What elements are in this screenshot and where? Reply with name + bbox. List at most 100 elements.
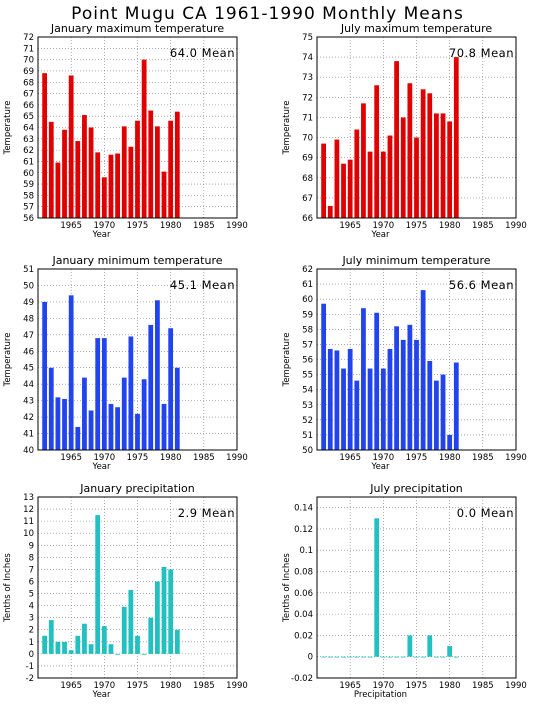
- bar: [121, 606, 127, 654]
- y-tick-label: 69: [23, 67, 34, 77]
- bar: [75, 426, 81, 450]
- bar: [361, 308, 366, 450]
- bar: [121, 126, 127, 218]
- bar: [161, 403, 167, 450]
- chart-title: January precipitation: [79, 482, 195, 495]
- bar: [434, 380, 439, 450]
- bar: [62, 641, 67, 654]
- y-tick-label: 47: [23, 331, 34, 341]
- bar: [427, 635, 433, 657]
- bar: [128, 146, 134, 218]
- y-tick-label: 11: [23, 517, 34, 527]
- y-tick-label: 8: [29, 553, 34, 563]
- bar: [155, 126, 160, 218]
- bar: [155, 581, 160, 654]
- mean-label: 45.1 Mean: [170, 278, 235, 292]
- y-tick-label: 67: [302, 194, 313, 204]
- bar: [168, 120, 174, 218]
- bar: [62, 398, 67, 450]
- y-axis-label: Temperature: [282, 101, 292, 156]
- bar: [68, 75, 74, 219]
- y-tick-label: 52: [302, 416, 313, 426]
- bar: [95, 338, 101, 450]
- bar: [367, 656, 373, 658]
- x-tick-label: 1965: [60, 681, 82, 691]
- bar: [135, 635, 140, 654]
- x-tick-label: 1980: [439, 681, 461, 691]
- y-tick-label: 69: [302, 154, 313, 164]
- x-tick-label: 1970: [94, 681, 116, 691]
- x-axis-label: Year: [371, 230, 391, 240]
- bar: [334, 139, 340, 218]
- x-tick-label: 1985: [472, 453, 494, 463]
- bar: [88, 644, 94, 654]
- bar: [108, 644, 114, 654]
- bar: [135, 120, 140, 218]
- y-tick-label: -0.02: [291, 674, 313, 684]
- y-axis-label: Temperature: [3, 101, 13, 156]
- bar: [334, 350, 340, 450]
- bar: [380, 368, 386, 450]
- x-tick-label: 1965: [339, 681, 361, 691]
- bar: [141, 653, 147, 655]
- bar: [108, 403, 114, 450]
- bar: [135, 413, 140, 450]
- plot-frame: [316, 268, 517, 451]
- bar: [141, 379, 147, 450]
- y-tick-label: 0.06: [294, 589, 313, 599]
- x-tick-label: 1985: [472, 221, 494, 231]
- bar: [420, 290, 426, 450]
- bar: [101, 626, 107, 654]
- x-tick-label: 1990: [226, 221, 248, 231]
- bar: [341, 368, 346, 450]
- chart-jan-min-temp: January minimum temperature 40 41 42 43 44 45 4…: [3, 254, 248, 472]
- bar: [400, 656, 406, 658]
- bar: [174, 111, 180, 218]
- bar: [407, 83, 413, 218]
- bar: [427, 93, 433, 218]
- y-axis-label: Temperature: [3, 333, 13, 388]
- bar: [95, 152, 101, 218]
- y-tick-label: -1: [26, 662, 34, 672]
- x-tick-label: 1970: [373, 681, 395, 691]
- y-tick-label: 63: [23, 135, 34, 145]
- chart-title: January maximum temperature: [50, 22, 224, 35]
- bar: [95, 515, 101, 654]
- x-tick-label: 1990: [226, 453, 248, 463]
- x-axis-label: Year: [371, 462, 391, 472]
- bar: [42, 301, 48, 450]
- bar: [427, 361, 433, 450]
- bar: [321, 656, 327, 658]
- y-tick-label: 59: [302, 310, 313, 320]
- bar: [354, 129, 360, 218]
- y-tick-label: 57: [23, 203, 34, 213]
- bar: [128, 336, 134, 450]
- bar: [361, 656, 366, 658]
- bar: [380, 151, 386, 218]
- bar: [414, 656, 419, 658]
- bar: [161, 566, 167, 654]
- bar: [347, 159, 353, 218]
- y-tick-label: 58: [302, 325, 313, 335]
- bar: [321, 303, 327, 450]
- bar: [75, 635, 81, 654]
- chart-title: July maximum temperature: [340, 22, 493, 35]
- x-tick-label: 1975: [406, 453, 428, 463]
- page-title: Point Mugu CA 1961-1990 Monthly Means: [71, 4, 464, 24]
- y-tick-label: 68: [302, 174, 313, 184]
- y-tick-label: 7: [29, 565, 34, 575]
- chart-title: July minimum temperature: [341, 254, 490, 267]
- bar: [55, 162, 61, 218]
- bar: [374, 85, 380, 219]
- bar: [387, 348, 393, 450]
- bar: [327, 348, 333, 450]
- x-tick-label: 1965: [60, 453, 82, 463]
- y-tick-label: 64: [23, 124, 34, 134]
- x-tick-label: 1975: [406, 221, 428, 231]
- bar: [341, 163, 346, 218]
- bar: [440, 113, 446, 218]
- bar: [380, 656, 386, 658]
- y-tick-label: 57: [302, 340, 313, 350]
- x-tick-label: 1975: [127, 221, 149, 231]
- x-tick-label: 1965: [339, 221, 361, 231]
